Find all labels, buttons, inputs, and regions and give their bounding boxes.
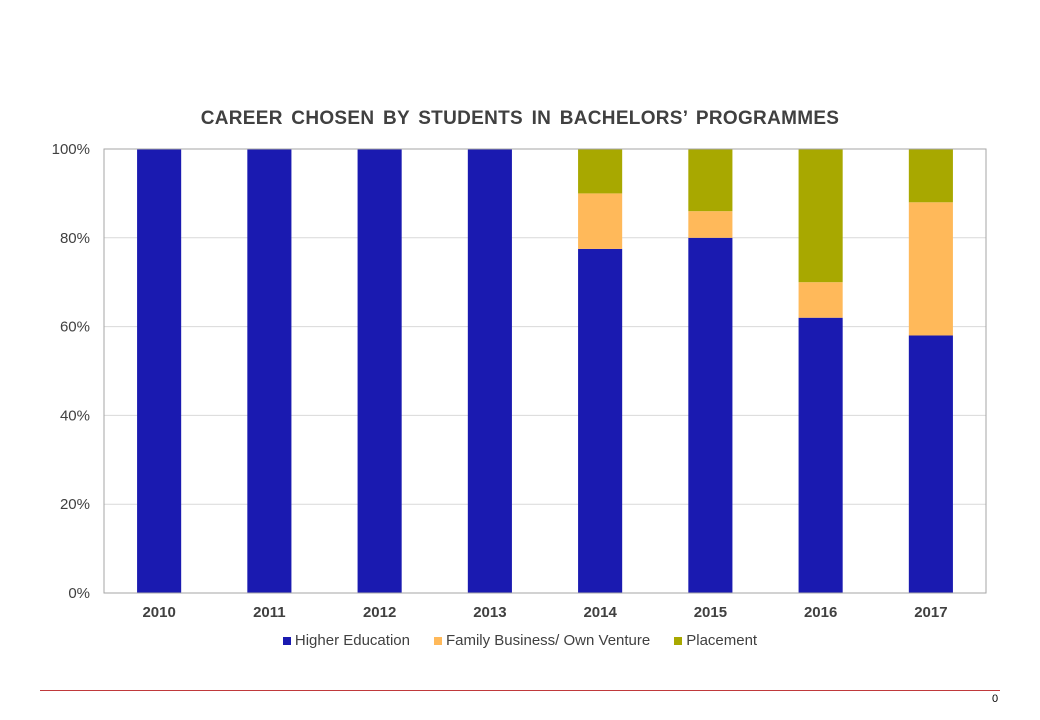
x-tick-label: 2012	[363, 604, 396, 621]
page-number: 0	[992, 693, 999, 705]
tick-labels: 0% 20% 40% 60% 80% 100% 2010 2011 2012 2013 2014 20…	[52, 141, 948, 621]
bar-segment	[688, 211, 733, 238]
bar-segment	[578, 193, 623, 249]
legend-item: Higher Education	[282, 632, 410, 649]
x-tick-label: 2011	[253, 604, 286, 621]
gridlines	[104, 237, 986, 505]
legend-item: Family Business/ Own Venture	[433, 632, 651, 649]
x-tick-label: 2015	[694, 604, 727, 621]
x-tick-label: 2016	[804, 604, 837, 621]
bars	[137, 149, 953, 594]
bar-segment	[578, 248, 623, 593]
legend-label: Family Business/ Own Venture	[445, 632, 651, 649]
legend-item: Placement	[674, 632, 757, 649]
bar-segment	[247, 149, 292, 593]
bar-segment	[357, 149, 402, 593]
y-tick-label: 100%	[52, 141, 90, 158]
x-tick-label: 2017	[914, 604, 947, 621]
bar-segment	[688, 149, 733, 212]
y-tick-label: 60%	[60, 319, 90, 336]
y-tick-label: 0%	[68, 585, 90, 602]
bar-segment	[467, 149, 512, 593]
plot-border	[103, 148, 987, 594]
bar-segment	[908, 335, 953, 593]
y-tick-label: 40%	[60, 407, 90, 424]
bar-segment	[908, 202, 953, 336]
legend-label: Higher Education	[294, 632, 410, 649]
legend: Higher Education Family Business/ Own Ven…	[0, 632, 1040, 649]
axes	[103, 148, 987, 594]
bar-segment	[688, 237, 733, 594]
chart-title: CAREER CHOSEN BY STUDENTS IN BACHELORS’ …	[200, 108, 840, 129]
x-tick-label: 2014	[583, 604, 617, 621]
bar-segment	[798, 149, 843, 283]
bar-segment	[908, 149, 953, 203]
bar-segment	[798, 317, 843, 593]
legend-swatch	[433, 636, 442, 645]
footer-divider	[40, 690, 1000, 691]
y-tick-label: 20%	[60, 496, 90, 513]
bar-segment	[137, 149, 182, 593]
y-tick-label: 80%	[60, 230, 90, 247]
legend-swatch	[674, 636, 683, 645]
bar-segment	[798, 282, 843, 318]
x-tick-label: 2013	[473, 604, 506, 621]
legend-label: Placement	[686, 632, 758, 649]
x-tick-label: 2010	[142, 604, 175, 621]
legend-swatch	[282, 636, 291, 645]
bar-segment	[578, 149, 623, 194]
